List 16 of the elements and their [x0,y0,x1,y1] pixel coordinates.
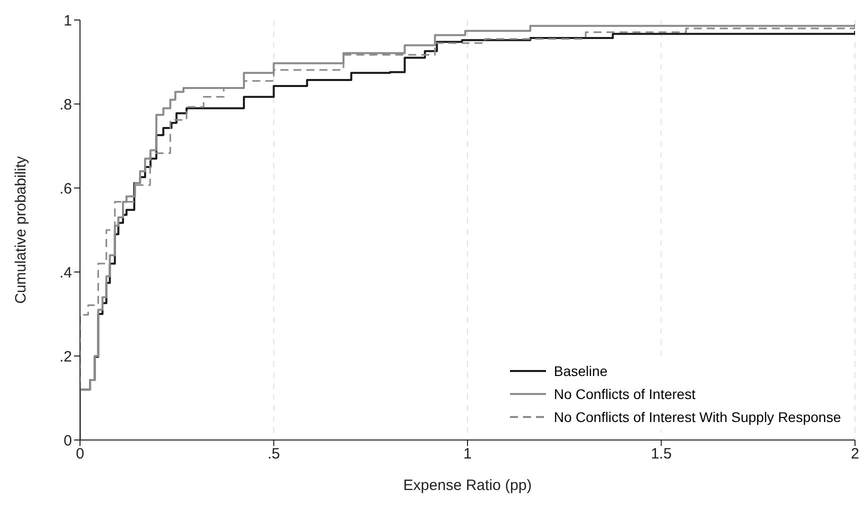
legend-label: Baseline [554,362,608,378]
x-tick-label: 0 [76,446,84,463]
y-tick-label: .4 [59,264,72,282]
y-tick-label: 0 [64,432,72,450]
y-tick-label: .6 [59,180,72,198]
legend-label: No Conflicts of Interest [554,386,696,402]
y-tick-label: .2 [59,348,72,366]
x-tick-label: 1 [463,446,472,463]
legend-label: No Conflicts of Interest With Supply Response [554,408,841,424]
y-axis-title: Cumulative probability [12,156,30,304]
y-tick-label: .8 [59,96,72,114]
x-tick-label: 1.5 [650,446,672,463]
x-tick-label: 2 [850,446,860,463]
x-axis-title: Expense Ratio (pp) [403,477,532,494]
y-tick-label: 1 [64,12,72,30]
x-tick-label: .5 [267,446,280,463]
